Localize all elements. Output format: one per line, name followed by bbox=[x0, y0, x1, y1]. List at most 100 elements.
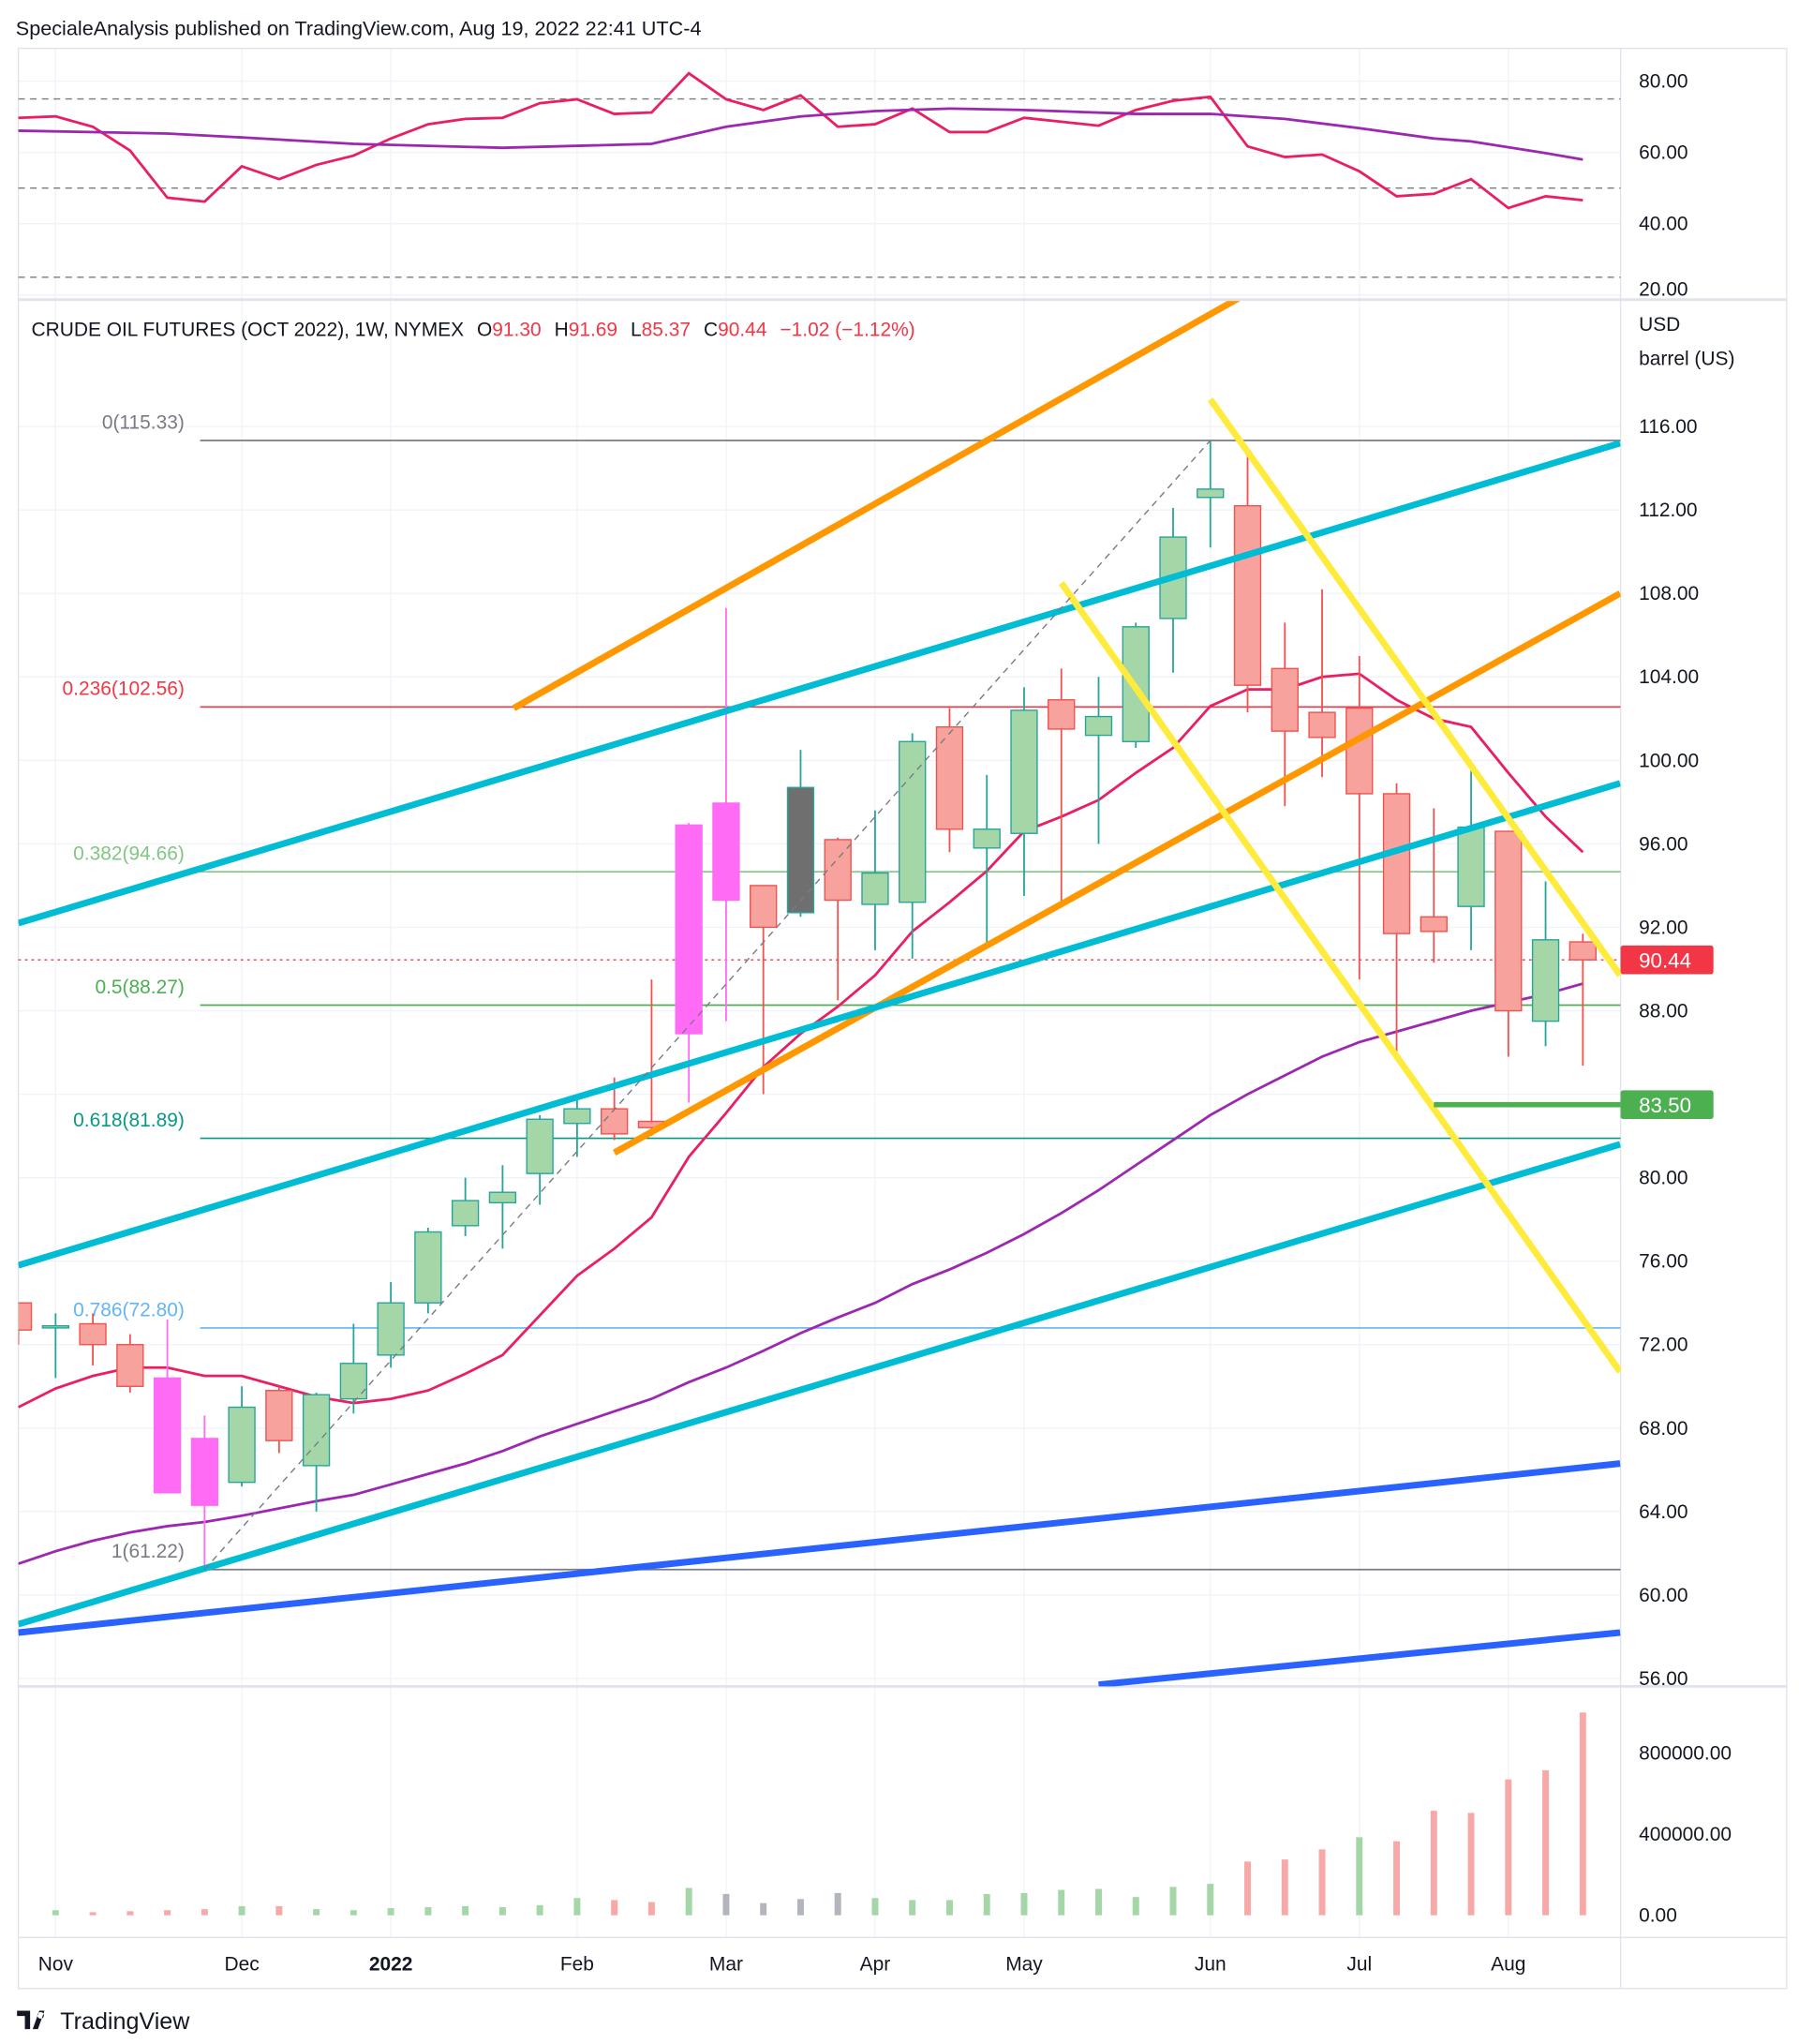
rsi-line[interactable] bbox=[18, 71, 1583, 210]
candle[interactable] bbox=[79, 1313, 107, 1366]
candle[interactable] bbox=[1382, 783, 1411, 1055]
candle[interactable] bbox=[899, 733, 927, 959]
rsi-pane[interactable] bbox=[18, 71, 1621, 278]
last-price-badge-label: 90.44 bbox=[1639, 949, 1691, 973]
volume-pane[interactable] bbox=[52, 1712, 1586, 1916]
candle[interactable] bbox=[1233, 449, 1262, 713]
last-price-badge-bg bbox=[1620, 945, 1714, 975]
candle[interactable] bbox=[1569, 933, 1597, 1067]
rsi-tick-label: 80.00 bbox=[1639, 71, 1687, 93]
trendline-teal-lower[interactable] bbox=[18, 1141, 1621, 1628]
volume-bar bbox=[498, 1906, 506, 1916]
price-tick-label: 92.00 bbox=[1639, 917, 1687, 938]
volume-bar bbox=[89, 1912, 97, 1916]
candle[interactable] bbox=[1084, 677, 1113, 844]
candle-body bbox=[786, 786, 815, 914]
candle-body bbox=[1420, 916, 1448, 932]
candle[interactable] bbox=[1457, 762, 1485, 950]
fib-level-label: 0.382(94.66) bbox=[73, 843, 185, 865]
volume-bar bbox=[126, 1911, 134, 1916]
support-price-badge-label: 83.50 bbox=[1639, 1094, 1691, 1117]
time-tick-label: Nov bbox=[38, 1953, 74, 1975]
candle[interactable] bbox=[377, 1281, 405, 1368]
volume-bar bbox=[871, 1898, 879, 1916]
candle[interactable] bbox=[526, 1114, 554, 1205]
candle[interactable] bbox=[750, 885, 778, 1095]
candle[interactable] bbox=[563, 1094, 591, 1157]
candle[interactable] bbox=[786, 750, 815, 918]
close-label: C bbox=[704, 320, 718, 341]
candle[interactable] bbox=[1197, 440, 1225, 548]
candle[interactable] bbox=[1010, 687, 1038, 897]
symbol-name: CRUDE OIL FUTURES (OCT 2022), 1W, NYMEX bbox=[32, 320, 465, 341]
trendline-orange-upper[interactable] bbox=[512, 276, 1277, 711]
fib-level-label: 1(61.22) bbox=[112, 1541, 185, 1562]
open-value: 91.30 bbox=[492, 320, 541, 341]
candle[interactable] bbox=[6, 1302, 33, 1345]
price-tick-label: 64.00 bbox=[1639, 1501, 1687, 1523]
candle-body bbox=[1569, 941, 1597, 961]
candle-body bbox=[190, 1438, 218, 1506]
price-tick-label: 100.00 bbox=[1639, 750, 1699, 771]
candle[interactable] bbox=[41, 1313, 69, 1379]
price-pane[interactable]: 0(115.33) 0.236(102.56) 0.382(94.66) 0.5(88… bbox=[6, 276, 1621, 1687]
trendline-yellow-right[interactable] bbox=[1207, 397, 1621, 977]
moving-average-slow[interactable] bbox=[18, 982, 1583, 1565]
candle-body bbox=[1084, 715, 1113, 737]
candle-body bbox=[153, 1377, 182, 1494]
low-label: L bbox=[631, 320, 642, 341]
trendline-blue-lower[interactable] bbox=[1098, 1629, 1621, 1687]
volume-bar bbox=[1467, 1813, 1475, 1916]
volume-bar bbox=[1244, 1861, 1252, 1916]
trendline-orange-lower[interactable] bbox=[612, 590, 1621, 1156]
volume-bar bbox=[238, 1905, 245, 1916]
trendline-teal-upper[interactable] bbox=[18, 440, 1621, 927]
trendline-blue-upper[interactable] bbox=[18, 1460, 1621, 1636]
trendline-teal-middle[interactable] bbox=[18, 780, 1621, 1269]
trendline-fib-trend[interactable] bbox=[203, 440, 1212, 1571]
candle[interactable] bbox=[153, 1320, 182, 1494]
candle[interactable] bbox=[1494, 830, 1523, 1057]
candle[interactable] bbox=[824, 837, 852, 1001]
candle[interactable] bbox=[265, 1386, 293, 1454]
candle[interactable] bbox=[116, 1334, 144, 1393]
candle[interactable] bbox=[414, 1228, 442, 1314]
volume-bar bbox=[722, 1893, 730, 1916]
candle-body bbox=[1197, 488, 1225, 499]
trendline-yellow-left[interactable] bbox=[1058, 581, 1621, 1374]
candle[interactable] bbox=[1420, 808, 1448, 963]
candle[interactable] bbox=[190, 1415, 218, 1568]
time-tick-label: 2022 bbox=[369, 1953, 413, 1975]
time-tick-label: Jul bbox=[1346, 1953, 1372, 1975]
candle[interactable] bbox=[228, 1386, 256, 1487]
candle[interactable] bbox=[1346, 655, 1374, 980]
volume-bar bbox=[945, 1900, 953, 1916]
candle[interactable] bbox=[861, 810, 889, 950]
volume-bar bbox=[611, 1900, 618, 1916]
candle[interactable] bbox=[1048, 668, 1076, 907]
tradingview-logo[interactable]: TradingView bbox=[17, 2008, 190, 2035]
fib-level-label: 0.5(88.27) bbox=[95, 977, 184, 998]
support-price-badge-bg bbox=[1620, 1090, 1714, 1120]
volume-bar bbox=[1020, 1892, 1028, 1916]
volume-tick-label: 800000.00 bbox=[1639, 1743, 1732, 1765]
candle[interactable] bbox=[675, 823, 703, 1103]
candle[interactable] bbox=[1531, 881, 1560, 1047]
volume-tick-label: 0.00 bbox=[1639, 1905, 1677, 1927]
candle[interactable] bbox=[935, 708, 964, 853]
candle-body bbox=[675, 824, 703, 1035]
candle[interactable] bbox=[451, 1177, 480, 1236]
low-value: 85.37 bbox=[642, 320, 691, 341]
rsi-ma-line[interactable] bbox=[18, 107, 1583, 161]
axes: Nov Dec 2022 Feb Mar Apr May Jun Jul Aug 116.00 112… bbox=[38, 71, 1732, 1976]
candle[interactable] bbox=[1271, 622, 1299, 807]
volume-bar bbox=[1356, 1837, 1363, 1916]
candle[interactable] bbox=[712, 607, 740, 1022]
currency-label: USD bbox=[1639, 314, 1680, 336]
candle[interactable] bbox=[1308, 589, 1336, 778]
price-tick-label: 76.00 bbox=[1639, 1251, 1687, 1273]
candle-body bbox=[1308, 711, 1336, 739]
candle-body bbox=[824, 839, 852, 902]
candle[interactable] bbox=[973, 774, 1001, 945]
